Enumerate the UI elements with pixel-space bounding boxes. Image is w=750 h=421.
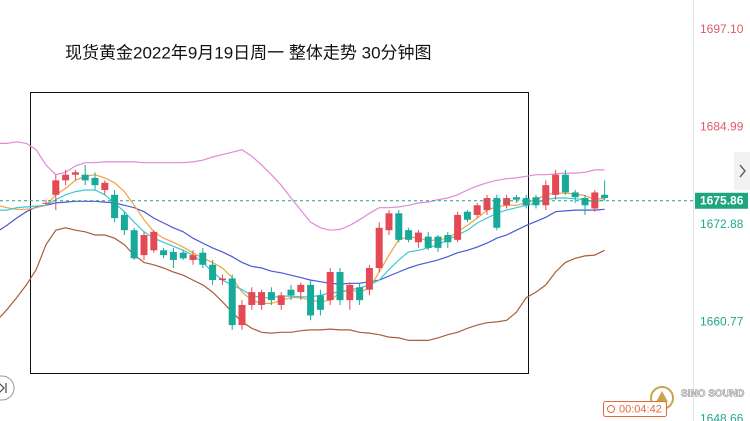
candle-body [91, 177, 99, 186]
watermark-text: SINO SOUND [681, 389, 744, 400]
candle-body [258, 292, 266, 305]
candle-body [71, 172, 79, 175]
candle-body [209, 264, 217, 281]
candle-body [248, 292, 256, 305]
chart-title: 现货黄金2022年9月19日周一 整体走势 30分钟图 [65, 43, 432, 62]
playback-circle[interactable] [0, 375, 15, 401]
chevron-icon [739, 164, 746, 178]
watermark-logo-mark [656, 391, 668, 402]
candle-body [101, 182, 109, 190]
candle-body [434, 236, 442, 248]
candle-body [385, 213, 393, 231]
candle-body [62, 174, 70, 181]
candle-body [326, 272, 334, 301]
candle-body [228, 278, 236, 326]
candle-body [463, 211, 471, 220]
candle-body [52, 180, 60, 195]
candle-body [218, 278, 226, 281]
candle-body [140, 235, 148, 256]
candle-body [130, 230, 138, 259]
candle-body [522, 198, 530, 206]
indicator-line [0, 227, 605, 341]
y-tick-label: 1648.66 [700, 412, 744, 421]
playback-button[interactable] [0, 375, 15, 401]
countdown: 00:04:42 [603, 401, 667, 417]
candle-body [571, 192, 579, 198]
candle-body [111, 194, 119, 219]
candle-body [316, 295, 324, 310]
plot-area [0, 141, 609, 341]
indicator-line [0, 141, 605, 231]
candle-body [503, 198, 511, 206]
expand-button[interactable] [734, 152, 750, 190]
y-tick-label: 1672.88 [700, 217, 744, 231]
candle-body [405, 230, 413, 240]
candle-body [346, 284, 354, 301]
expand-button-bg[interactable] [734, 152, 750, 190]
candle-body [414, 232, 422, 243]
current-price-label: 1675.86 [700, 193, 744, 207]
candle-body [277, 295, 285, 305]
candle-body [512, 197, 520, 200]
candle-body [150, 231, 158, 251]
candle-body [199, 252, 207, 265]
candle-body [179, 252, 187, 259]
candle-body [561, 174, 569, 193]
playback-icon [0, 383, 7, 393]
candle-body [81, 174, 89, 181]
candle-body [356, 287, 364, 301]
candle-body [581, 198, 589, 206]
candle-body [42, 202, 50, 204]
y-tick-label: 1684.99 [700, 120, 744, 134]
candle-body [307, 284, 315, 316]
candle-body [267, 292, 275, 301]
current-price-box [695, 192, 748, 209]
candle-body [365, 267, 373, 290]
indicator-line [0, 200, 605, 285]
candle-body [483, 198, 491, 211]
countdown-text: 00:04:42 [619, 403, 662, 415]
candle-body [395, 213, 403, 240]
candle-body [297, 284, 305, 293]
candle-body [542, 185, 550, 206]
y-tick-label: 1660.77 [700, 314, 744, 328]
candle-body [473, 205, 481, 215]
candle-body [120, 214, 128, 231]
countdown-box [603, 401, 667, 417]
y-tick-label: 1697.10 [700, 22, 744, 36]
candle-body [493, 198, 501, 228]
candle-body [552, 174, 560, 195]
candle-body [287, 289, 295, 296]
candle-body [424, 236, 432, 248]
candle-body [160, 250, 168, 256]
candle-body [336, 272, 344, 301]
candle-body [601, 194, 609, 199]
candle-body [189, 255, 197, 260]
candle-body [375, 227, 383, 268]
candle-body [169, 251, 177, 260]
candle-body [444, 235, 452, 243]
candle-body [454, 214, 462, 240]
candle-body [238, 304, 246, 326]
clock-icon [607, 405, 615, 413]
highlight-box [30, 92, 529, 374]
